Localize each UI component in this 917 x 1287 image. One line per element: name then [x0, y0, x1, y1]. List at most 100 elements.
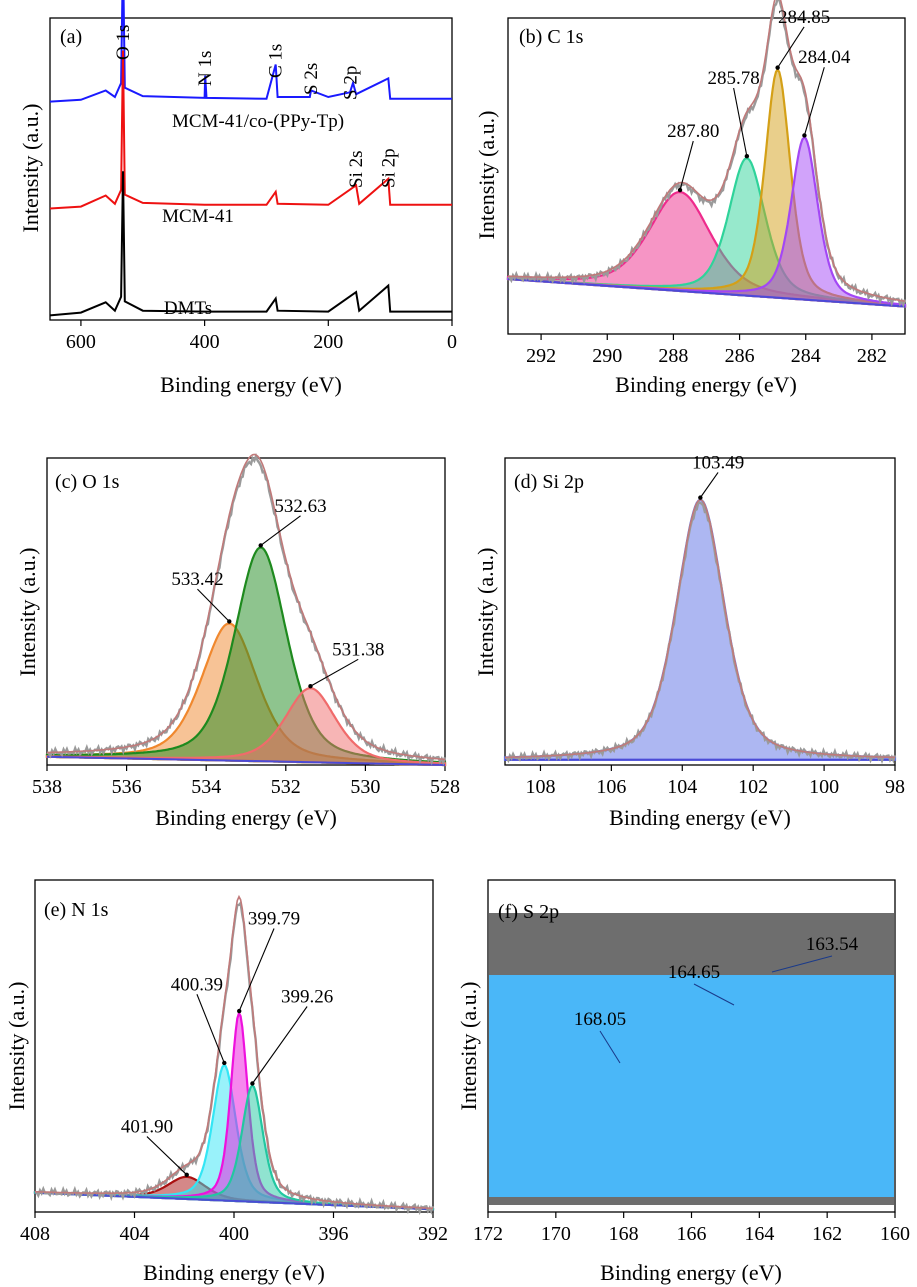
peak-arrow-0 — [197, 588, 230, 622]
panel-e: (e) N 1s Intensity (a.u.) Binding energy… — [4, 879, 448, 1285]
peak-arrowhead-2 — [308, 684, 313, 689]
series-name-0: MCM-41/co-(PPy-Tp) — [172, 111, 344, 132]
plot-frame-a — [49, 17, 453, 321]
y-axis-label-f: Intensity (a.u.) — [456, 982, 481, 1111]
peak-component-0 — [503, 498, 897, 761]
peak-arrowhead-2 — [775, 65, 780, 70]
x-tick-label-c-1: 536 — [112, 776, 142, 798]
x-tick-label-e-1: 404 — [120, 1223, 150, 1245]
peak-label-1: 285.78 — [708, 68, 760, 89]
peak-arrow-f-2 — [771, 955, 833, 973]
peak-label-f-2: 163.54 — [806, 934, 859, 955]
x-tick-label-f-0: 172 — [473, 1223, 503, 1245]
peak-label-0: 287.80 — [667, 121, 719, 142]
panel-d: (d) Si 2p Intensity (a.u.) Binding energ… — [473, 452, 905, 830]
main-fill — [489, 975, 894, 1197]
panel-a: (a) Intensity (a.u.) Binding energy (eV)… — [18, 0, 457, 397]
peak-annotation-2: C 1s — [266, 44, 287, 78]
x-tick-label-c-0: 538 — [32, 776, 62, 798]
series-line-1 — [49, 50, 452, 210]
peak-component-1 — [45, 546, 447, 767]
plot-area-c: 538 536 534 532 530 528 533.42 532.63 531.38 — [32, 452, 460, 798]
x-tick-label-b-0: 292 — [526, 345, 556, 367]
series-name-1: MCM-41 — [162, 206, 234, 227]
peak-arrowhead-1 — [258, 543, 263, 548]
plot-frame-b — [507, 17, 906, 335]
x-tick-label-f-2: 168 — [609, 1223, 639, 1245]
peak-arrow-1 — [196, 994, 225, 1064]
x-tick-label-a-0: 600 — [66, 331, 96, 353]
x-tick-label-d-3: 102 — [738, 776, 768, 798]
peak-arrow-f-0 — [599, 1030, 621, 1064]
x-tick-label-c-3: 532 — [271, 776, 301, 798]
peak-arrowhead-1 — [222, 1060, 227, 1066]
peak-arrowhead-1 — [744, 153, 750, 159]
peak-arrowhead-3 — [250, 1081, 255, 1086]
x-axis-label-f: Binding energy (eV) — [600, 1260, 782, 1285]
x-tick-label-e-2: 400 — [219, 1223, 249, 1245]
peak-arrowhead-0 — [698, 495, 703, 500]
panel-label-f: (f) S 2p — [498, 901, 559, 923]
peak-arrow-2 — [238, 928, 275, 1012]
peak-annotation-6: Si 2p — [378, 148, 399, 188]
x-tick-label-e-4: 392 — [418, 1223, 448, 1245]
x-tick-label-c-2: 534 — [191, 776, 221, 798]
peak-arrow-2 — [777, 26, 805, 68]
x-tick-label-b-4: 284 — [791, 345, 821, 367]
peak-arrow-1 — [733, 87, 748, 157]
x-tick-label-f-1: 170 — [541, 1223, 571, 1245]
background-line — [46, 755, 446, 766]
peak-label-0: 533.42 — [171, 569, 223, 590]
peak-arrow-3 — [803, 67, 825, 136]
x-axis-label-d: Binding energy (eV) — [609, 805, 791, 830]
peak-arrow-3 — [251, 1006, 308, 1084]
peak-arrow-2 — [310, 658, 359, 687]
x-tick-label-d-2: 104 — [667, 776, 697, 798]
x-tick-label-a-3: 0 — [447, 331, 457, 353]
x-tick-label-e-0: 408 — [20, 1223, 50, 1245]
fit-envelope-line — [507, 0, 906, 302]
x-axis-label-e: Binding energy (eV) — [143, 1260, 325, 1285]
peak-arrowhead-0 — [227, 619, 232, 624]
plot-area-a: 600 400 200 0 MCM-41/co-(PPy-Tp) MCM-41 DMTs O … — [49, 0, 457, 353]
peak-arrow-0 — [679, 140, 694, 191]
band-fill-top — [489, 913, 894, 975]
peak-label-0: 103.49 — [692, 452, 744, 473]
peak-arrowhead-3 — [802, 133, 807, 138]
x-axis-label-a: Binding energy (eV) — [160, 372, 342, 397]
x-tick-label-b-5: 282 — [857, 345, 887, 367]
peak-label-2: 531.38 — [332, 639, 384, 660]
x-tick-label-d-5: 98 — [885, 776, 905, 798]
peak-annotation-0: O 1s — [113, 25, 134, 60]
x-tick-label-e-3: 396 — [319, 1223, 349, 1245]
y-axis-label-c: Intensity (a.u.) — [15, 548, 40, 677]
fit-envelope-line — [34, 894, 434, 1210]
peak-arrow-0 — [699, 472, 719, 498]
peak-arrowhead-0 — [184, 1172, 189, 1178]
peak-annotation-5: Si 2s — [346, 151, 367, 189]
panel-label-d: (d) Si 2p — [514, 471, 584, 493]
peak-label-0: 401.90 — [121, 1117, 173, 1138]
peak-arrow-f-1 — [693, 983, 735, 1006]
panel-c: (c) O 1s Intensity (a.u.) Binding energy… — [15, 452, 460, 830]
x-tick-label-a-2: 200 — [313, 331, 343, 353]
y-axis-label-a: Intensity (a.u.) — [18, 104, 43, 233]
x-tick-label-f-4: 164 — [744, 1223, 774, 1245]
panel-label-c: (c) O 1s — [55, 471, 120, 493]
peak-annotation-1: N 1s — [195, 51, 216, 86]
x-tick-label-d-4: 100 — [809, 776, 839, 798]
x-tick-label-c-4: 530 — [350, 776, 380, 798]
panel-b: (b) C 1s Intensity (a.u.) Binding energy… — [474, 0, 907, 397]
x-tick-label-d-0: 108 — [525, 776, 555, 798]
band-fill-bottom — [489, 1197, 894, 1205]
peak-label-3: 399.26 — [281, 987, 333, 1008]
peak-label-3: 284.04 — [798, 47, 851, 68]
x-tick-label-d-1: 106 — [596, 776, 626, 798]
y-axis-label-b: Intensity (a.u.) — [474, 111, 499, 240]
peak-label-1: 400.39 — [171, 974, 223, 995]
peak-label-2: 284.85 — [778, 7, 830, 28]
x-tick-label-b-2: 288 — [658, 345, 688, 367]
plot-area-b: 292 290 288 286 284 282 287.80 285.78 284.85 284.… — [506, 0, 907, 367]
panel-label-b: (b) C 1s — [519, 26, 584, 48]
peak-arrowhead-2 — [237, 1008, 242, 1014]
